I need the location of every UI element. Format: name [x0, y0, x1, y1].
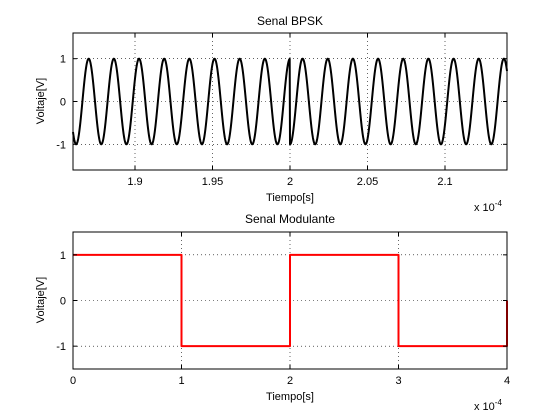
bpsk-ytick-label: 0 — [60, 97, 66, 109]
bpsk-xtick-label: 2.05 — [357, 176, 378, 188]
modulante-ytick-label: -1 — [56, 341, 66, 353]
modulante-xlabel: Tiempo[s] — [266, 391, 314, 403]
bpsk-subplot: 1.9 1.95 2 2.05 2.1 -1 0 1 Senal BPSK Tiempo[s]… — [35, 14, 508, 214]
modulante-ytick-label: 1 — [60, 250, 66, 262]
modulante-xtick-label: 4 — [504, 375, 510, 387]
modulante-subplot: 0 1 2 3 4 -1 0 1 Senal Modulante Tiempo[s] Volt… — [35, 212, 510, 413]
bpsk-ylabel: Voltaje[V] — [35, 78, 47, 124]
modulante-x-multiplier: x 10-4 — [474, 398, 502, 413]
bpsk-series — [72, 57, 508, 146]
bpsk-ytick-label: 1 — [60, 54, 66, 66]
modulante-ylabel: Voltaje[V] — [35, 277, 47, 323]
bpsk-xtick-label: 1.9 — [127, 176, 142, 188]
bpsk-ticks: 1.9 1.95 2 2.05 2.1 -1 0 1 — [56, 33, 507, 188]
modulante-xtick-label: 2 — [287, 375, 293, 387]
bpsk-title: Senal BPSK — [257, 14, 323, 28]
modulante-ticks: 0 1 2 3 4 -1 0 1 — [56, 232, 510, 387]
bpsk-xlabel: Tiempo[s] — [266, 192, 314, 204]
modulante-title: Senal Modulante — [245, 212, 335, 226]
bpsk-xtick-label: 2 — [287, 176, 293, 188]
modulante-xtick-label: 1 — [178, 375, 184, 387]
modulante-line — [73, 253, 508, 348]
bpsk-xtick-label: 1.95 — [202, 176, 223, 188]
bpsk-x-multiplier: x 10-4 — [474, 199, 502, 214]
modulante-xtick-label: 3 — [395, 375, 401, 387]
bpsk-xtick-label: 2.1 — [437, 176, 452, 188]
modulante-series — [73, 253, 508, 348]
bpsk-line — [72, 57, 508, 146]
modulante-ytick-label: 0 — [60, 296, 66, 308]
bpsk-ytick-label: -1 — [56, 139, 66, 151]
modulante-xtick-label: 0 — [70, 375, 76, 387]
